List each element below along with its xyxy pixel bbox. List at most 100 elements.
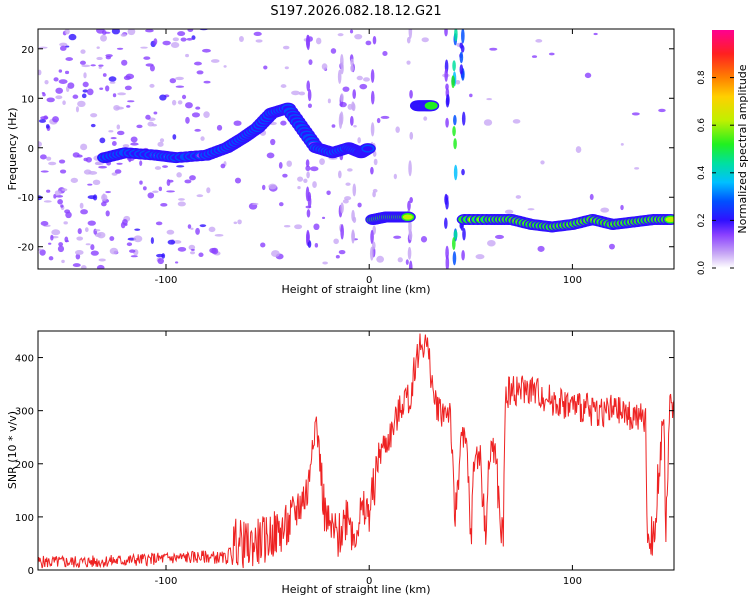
noise-speck <box>356 75 363 81</box>
noise-speck <box>177 100 183 105</box>
noise-speck <box>109 236 115 241</box>
noise-streak <box>351 209 355 222</box>
colorbar-label: Normalized spectral amplitude <box>736 64 749 233</box>
noise-speck <box>405 259 409 265</box>
noise-speck <box>380 115 390 119</box>
noise-speck <box>271 250 280 258</box>
noise-speck <box>319 158 325 166</box>
noise-streak <box>340 224 344 240</box>
noise-speck <box>203 80 211 84</box>
noise-speck <box>171 99 177 106</box>
noise-speck <box>483 119 493 126</box>
noise-speck <box>82 89 89 93</box>
noise-streak <box>453 164 458 181</box>
noise-speck <box>72 94 79 99</box>
noise-speck <box>61 188 68 192</box>
noise-streak <box>370 122 375 137</box>
noise-streak <box>408 29 413 39</box>
noise-speck <box>475 254 485 260</box>
noise-speck <box>308 59 313 65</box>
noise-speck <box>75 253 81 260</box>
noise-streak <box>370 69 375 83</box>
noise-speck <box>38 195 43 201</box>
noise-speck <box>382 51 388 56</box>
noise-speck <box>658 108 666 113</box>
noise-speck <box>297 186 301 190</box>
noise-speck <box>489 47 498 51</box>
noise-speck <box>303 178 308 183</box>
noise-speck <box>307 103 312 108</box>
noise-speck <box>268 183 277 190</box>
noise-speck <box>333 238 339 245</box>
noise-speck <box>126 242 133 247</box>
noise-streak <box>407 200 411 211</box>
spectrogram-xlabel: Height of straight line (km) <box>281 283 430 296</box>
noise-speck <box>90 244 95 251</box>
noise-streak <box>444 29 448 37</box>
noise-speck <box>58 69 63 73</box>
noise-speck <box>147 192 155 199</box>
noise-speck <box>40 170 49 173</box>
noise-speck <box>315 37 322 45</box>
snr-frame <box>38 331 674 570</box>
noise-streak <box>408 219 412 234</box>
noise-speck <box>57 245 65 253</box>
y-tick-label: -20 <box>18 243 34 254</box>
noise-streak <box>370 229 374 245</box>
noise-speck <box>157 141 164 147</box>
noise-speck <box>297 176 304 182</box>
noise-speck <box>421 37 429 43</box>
noise-speck <box>130 255 138 258</box>
noise-speck <box>363 77 370 82</box>
noise-speck <box>87 195 97 200</box>
noise-speck <box>327 98 331 104</box>
noise-streak <box>462 227 466 241</box>
noise-speck <box>376 117 381 124</box>
noise-streak <box>408 160 412 177</box>
noise-streak <box>445 117 449 128</box>
noise-speck <box>157 257 165 265</box>
noise-speck <box>116 124 121 130</box>
colorbar: 0.0 0.2 0.4 0.6 0.8 Normalized spectral ampl… <box>697 30 749 275</box>
noise-streak <box>409 131 414 140</box>
noise-speck <box>74 250 84 256</box>
noise-speck <box>63 221 68 225</box>
noise-speck <box>117 92 127 96</box>
noise-streak <box>445 245 449 260</box>
noise-streak <box>451 75 455 89</box>
noise-speck <box>373 158 378 166</box>
noise-speck <box>187 29 194 32</box>
noise-speck <box>156 253 165 258</box>
noise-speck <box>150 237 154 244</box>
noise-speck <box>145 114 151 120</box>
noise-speck <box>79 202 84 209</box>
noise-speck <box>176 172 182 178</box>
noise-speck <box>143 56 151 60</box>
noise-speck <box>169 78 177 84</box>
noise-speck <box>90 64 96 67</box>
noise-speck <box>548 52 555 56</box>
noise-speck <box>486 98 493 101</box>
noise-speck <box>172 37 179 42</box>
noise-streak <box>370 166 374 175</box>
noise-speck <box>83 169 92 175</box>
noise-speck <box>261 184 266 191</box>
noise-streak <box>444 217 448 230</box>
y-tick-label: 100 <box>15 513 34 524</box>
noise-speck <box>494 234 504 239</box>
noise-speck <box>220 163 226 169</box>
noise-speck <box>527 208 535 211</box>
noise-speck <box>309 166 319 172</box>
noise-speck <box>101 193 108 201</box>
noise-speck <box>298 91 306 96</box>
noise-speck <box>96 29 105 34</box>
noise-streak <box>453 114 457 126</box>
ridge-cell <box>426 103 437 109</box>
ridge-cell <box>665 216 674 223</box>
x-tick-label: -100 <box>155 576 178 587</box>
noise-speck <box>130 136 138 143</box>
colorbar-tick-label: 0.6 <box>697 118 707 133</box>
noise-speck <box>172 134 177 140</box>
noise-speck <box>105 190 112 194</box>
noise-speck <box>196 194 204 198</box>
